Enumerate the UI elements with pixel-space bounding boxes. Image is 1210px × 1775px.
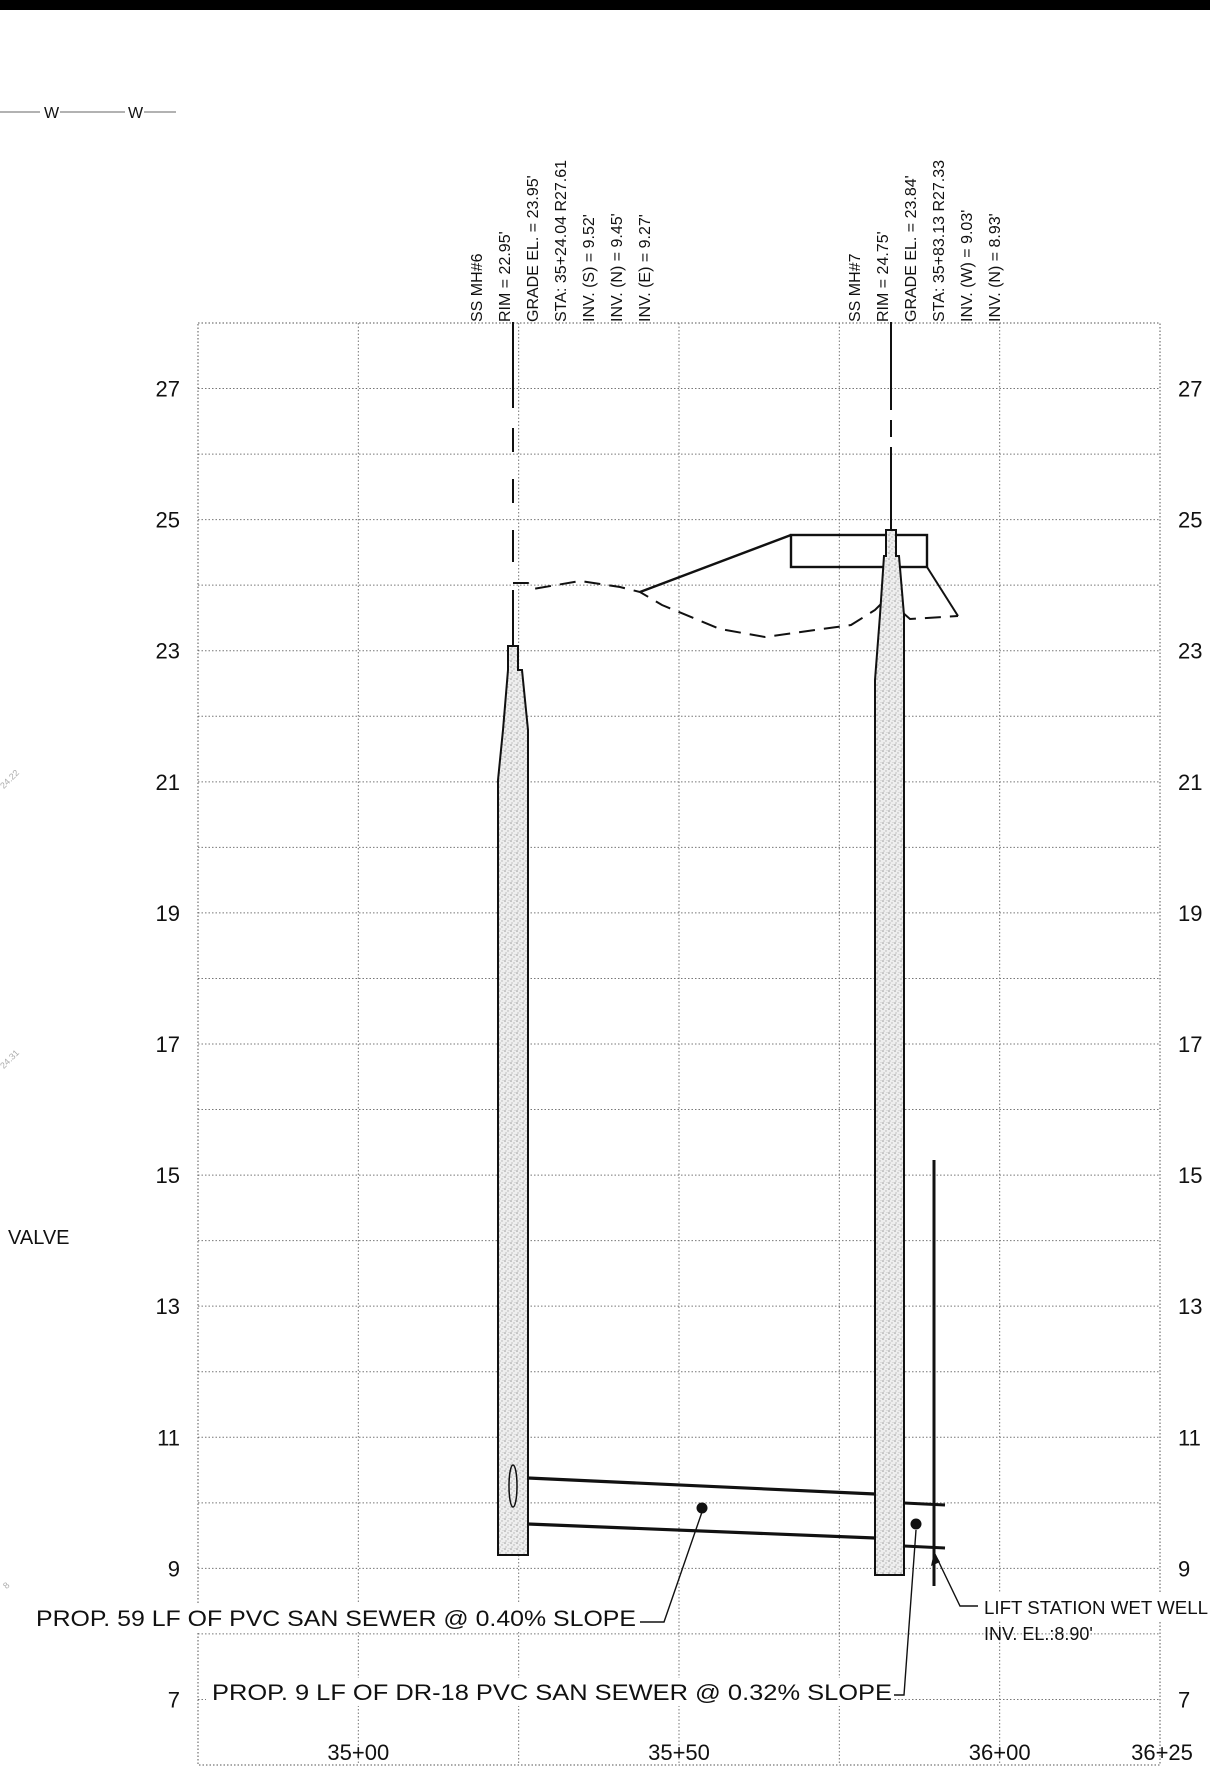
manhole-6-name: SS MH#6 [469,253,486,322]
sewer-pipe-59lf [527,1476,876,1540]
station-tick-label: 35+00 [327,1740,389,1765]
station-axis: 35+00 35+50 36+00 36+25 [327,1740,1192,1765]
elevation-tick-label: 17 [1178,1032,1202,1057]
elevation-tick-label: 17 [156,1032,180,1057]
elevation-tick-label: 11 [1178,1425,1201,1450]
manhole-6-invert-n: INV. (N) = 9.45' [609,213,626,322]
elevation-tick-label: 11 [157,1425,180,1450]
existing-grade-line [513,579,959,639]
elevation-tick-label: 15 [1178,1163,1202,1188]
elevation-tick-label: 19 [1178,901,1202,926]
manhole-7-frame-box [789,533,929,569]
manhole-7-name: SS MH#7 [847,253,864,322]
water-line-mark: W [44,105,60,122]
wet-well-callout-line1: LIFT STATION WET WELL [984,1598,1208,1618]
manhole-6 [497,322,529,1556]
valve-label: VALVE [8,1227,70,1249]
manhole-6-pipe-opening [508,1464,518,1508]
manhole-7-structure [874,529,905,1576]
leader-arrowhead [931,1552,940,1566]
manhole-6-rim: RIM = 22.95' [497,231,514,322]
pipe-2-callout: PROP. 9 LF OF DR-18 PVC SAN SEWER @ 0.32… [212,1680,892,1705]
manhole-7-invert-w: INV. (W) = 9.03' [959,210,976,322]
sheet-border-top [0,0,1210,10]
callout-bg [206,1678,894,1706]
elevation-tick-label: 15 [156,1163,180,1188]
water-line-mark: W [128,105,144,122]
elevation-axis-right: 27 25 23 21 19 17 15 13 11 9 7 [1178,377,1202,1713]
wet-well-callout-line2: INV. EL.:8.90' [984,1624,1093,1644]
manhole-7-grade: GRADE EL. = 23.84' [903,175,920,322]
manhole-6-station: STA: 35+24.04 R27.61 [553,160,570,322]
elevation-tick-label: 21 [1178,770,1202,795]
callout-bg [980,1592,1210,1620]
faint-elevation-label: 24.31 [0,1048,21,1071]
manhole-7-rim: RIM = 24.75' [875,231,892,322]
elevation-tick-label: 19 [156,901,180,926]
manhole-6-invert-s: INV. (S) = 9.52' [581,214,598,322]
elevation-tick-label: 7 [168,1687,180,1712]
elevation-tick-label: 13 [156,1294,180,1319]
manhole-6-structure [497,645,529,1556]
elevation-tick-label: 23 [1178,639,1202,664]
proposed-grade-line [639,533,959,617]
faint-elevation-label: 8 [1,1580,12,1591]
elevation-tick-label: 7 [1178,1687,1190,1712]
callout-leaders [640,1511,978,1696]
elevation-tick-label: 13 [1178,1294,1202,1319]
station-tick-label: 36+00 [969,1740,1031,1765]
manhole-6-grade: GRADE EL. = 23.95' [525,175,542,322]
station-tick-label: 36+25 [1131,1740,1193,1765]
manhole-7 [874,322,922,1576]
sewer-pipe-9lf [903,1501,946,1550]
manhole-7-station: STA: 35+83.13 R27.33 [931,160,948,322]
callout-bg [30,1604,640,1632]
elevation-tick-label: 9 [168,1556,180,1581]
elevation-tick-label: 21 [156,770,180,795]
station-tick-label: 35+50 [648,1740,710,1765]
elevation-tick-label: 27 [156,377,180,402]
manhole-7-invert-n: INV. (N) = 8.93' [987,213,1004,322]
profile-grid [197,322,1161,1766]
elevation-tick-label: 27 [1178,377,1202,402]
elevation-tick-label: 25 [1178,508,1202,533]
manhole-6-invert-e: INV. (E) = 9.27' [637,214,654,322]
water-line: W W [0,105,176,122]
elevation-tick-label: 23 [156,639,180,664]
grid-border [197,322,1161,1766]
manhole-7-label: SS MH#7 RIM = 24.75' GRADE EL. = 23.84' … [847,160,1004,322]
faint-elevation-label: 24.22 [0,768,21,791]
manhole-7-pipe-dot [910,1518,922,1530]
pipe-1-callout: PROP. 59 LF OF PVC SAN SEWER @ 0.40% SLO… [36,1606,636,1631]
manhole-6-label: SS MH#6 RIM = 22.95' GRADE EL. = 23.95' … [469,160,654,322]
elevation-tick-label: 9 [1178,1556,1190,1581]
elevation-tick-label: 25 [156,508,180,533]
elevation-axis-left: 27 25 23 21 19 17 15 13 11 9 7 [156,377,180,1713]
